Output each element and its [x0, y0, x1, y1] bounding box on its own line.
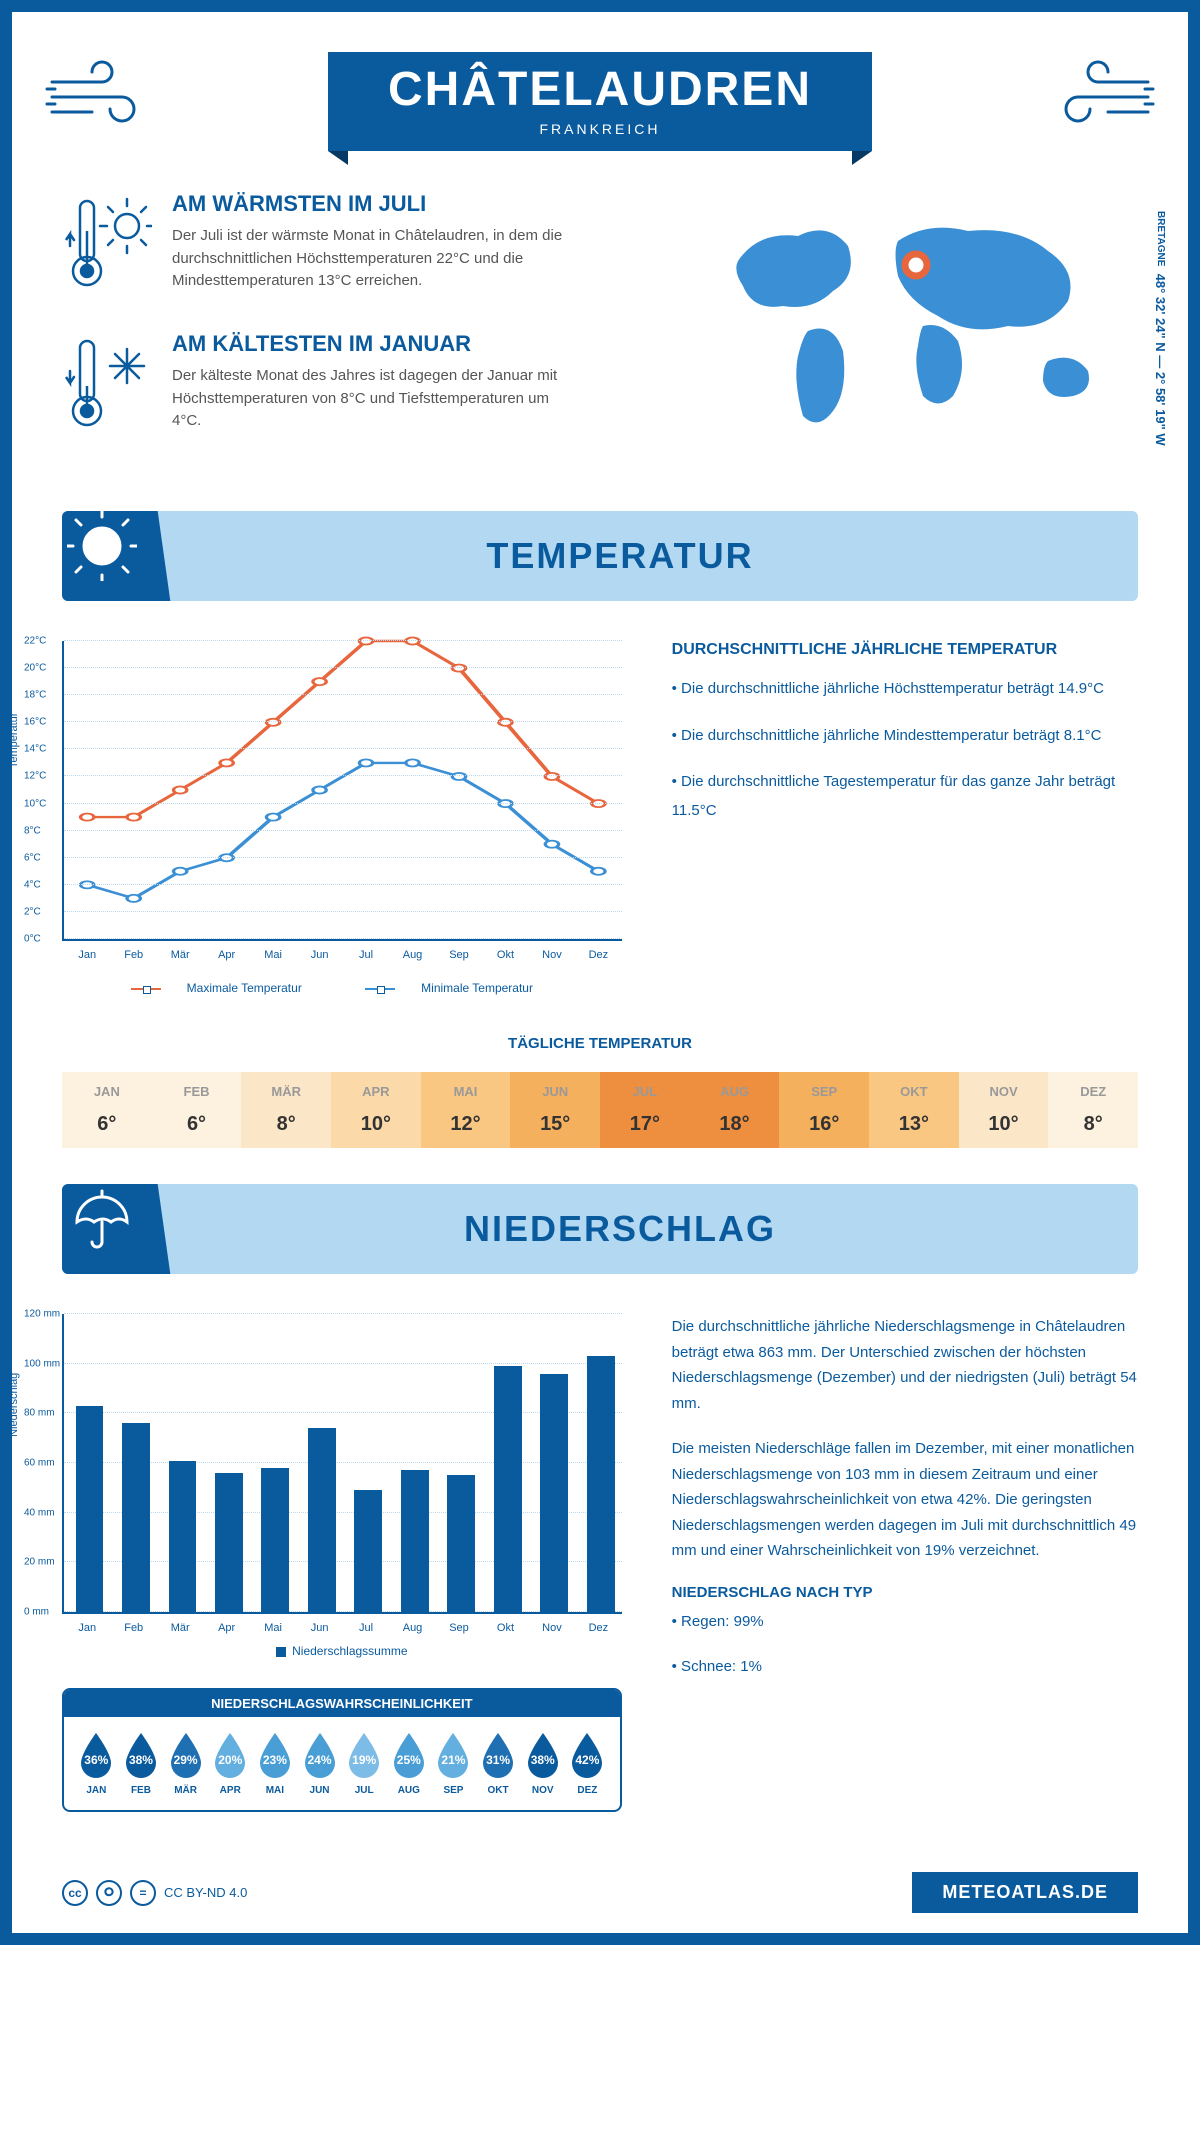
- thermometer-sun-icon: [62, 191, 152, 301]
- precipitation-section-header: NIEDERSCHLAG: [62, 1184, 1138, 1274]
- world-map-svg: [698, 191, 1138, 451]
- coldest-text: Der kälteste Monat des Jahres ist dagege…: [172, 365, 572, 433]
- by-icon: 🞇: [96, 1880, 122, 1906]
- precipitation-bar-chart: Niederschlag 0 mm20 mm40 mm60 mm80 mm100…: [62, 1314, 622, 1614]
- thermometer-snow-icon: [62, 331, 152, 441]
- title-banner: CHÂTELAUDREN FRANKREICH: [328, 52, 872, 151]
- page-header: CHÂTELAUDREN FRANKREICH: [62, 52, 1138, 151]
- coldest-block: AM KÄLTESTEN IM JANUAR Der kälteste Mona…: [62, 331, 658, 441]
- country-name: FRANKREICH: [388, 121, 812, 137]
- info-row: AM WÄRMSTEN IM JULI Der Juli ist der wär…: [62, 191, 1138, 471]
- precipitation-title: NIEDERSCHLAG: [102, 1208, 1138, 1250]
- temperature-title: TEMPERATUR: [102, 535, 1138, 577]
- warmest-block: AM WÄRMSTEN IM JULI Der Juli ist der wär…: [62, 191, 658, 301]
- coldest-title: AM KÄLTESTEN IM JANUAR: [172, 331, 572, 357]
- temperature-annual-text: DURCHSCHNITTLICHE JÄHRLICHE TEMPERATUR •…: [672, 641, 1138, 995]
- temperature-line-chart: Temperatur 0°C2°C4°C6°C8°C10°C12°C14°C16…: [62, 641, 622, 941]
- temperature-section-header: TEMPERATUR: [62, 511, 1138, 601]
- precipitation-text: Die durchschnittliche jährliche Niedersc…: [672, 1314, 1138, 1812]
- wind-icon: [42, 52, 162, 137]
- brand-badge: METEOATLAS.DE: [912, 1872, 1138, 1913]
- temperature-chart-row: Temperatur 0°C2°C4°C6°C8°C10°C12°C14°C16…: [62, 641, 1138, 995]
- wind-icon: [1038, 52, 1158, 137]
- city-name: CHÂTELAUDREN: [388, 62, 812, 117]
- warmest-text: Der Juli ist der wärmste Monat in Châtel…: [172, 225, 572, 293]
- license-block: cc 🞇 = CC BY-ND 4.0: [62, 1880, 247, 1906]
- precipitation-legend: Niederschlagssumme: [62, 1644, 622, 1658]
- sun-icon: [62, 511, 171, 601]
- warmest-title: AM WÄRMSTEN IM JULI: [172, 191, 572, 217]
- page-footer: cc 🞇 = CC BY-ND 4.0 METEOATLAS.DE: [62, 1852, 1138, 1913]
- temperature-legend: Maximale Temperatur Minimale Temperatur: [62, 981, 622, 995]
- precipitation-probability-box: NIEDERSCHLAGSWAHRSCHEINLICHKEIT 36%JAN38…: [62, 1688, 622, 1812]
- coordinates: BRETAGNE 48° 32' 24" N — 2° 58' 19" W: [1153, 211, 1168, 446]
- world-map: BRETAGNE 48° 32' 24" N — 2° 58' 19" W: [698, 191, 1138, 471]
- umbrella-icon: [62, 1184, 171, 1274]
- precipitation-chart-row: Niederschlag 0 mm20 mm40 mm60 mm80 mm100…: [62, 1314, 1138, 1812]
- daily-temperature-table: TÄGLICHE TEMPERATUR JAN6°FEB6°MÄR8°APR10…: [62, 1035, 1138, 1148]
- page-container: CHÂTELAUDREN FRANKREICH AM WÄRMSTEN IM J…: [0, 0, 1200, 1945]
- cc-icon: cc: [62, 1880, 88, 1906]
- nd-icon: =: [130, 1880, 156, 1906]
